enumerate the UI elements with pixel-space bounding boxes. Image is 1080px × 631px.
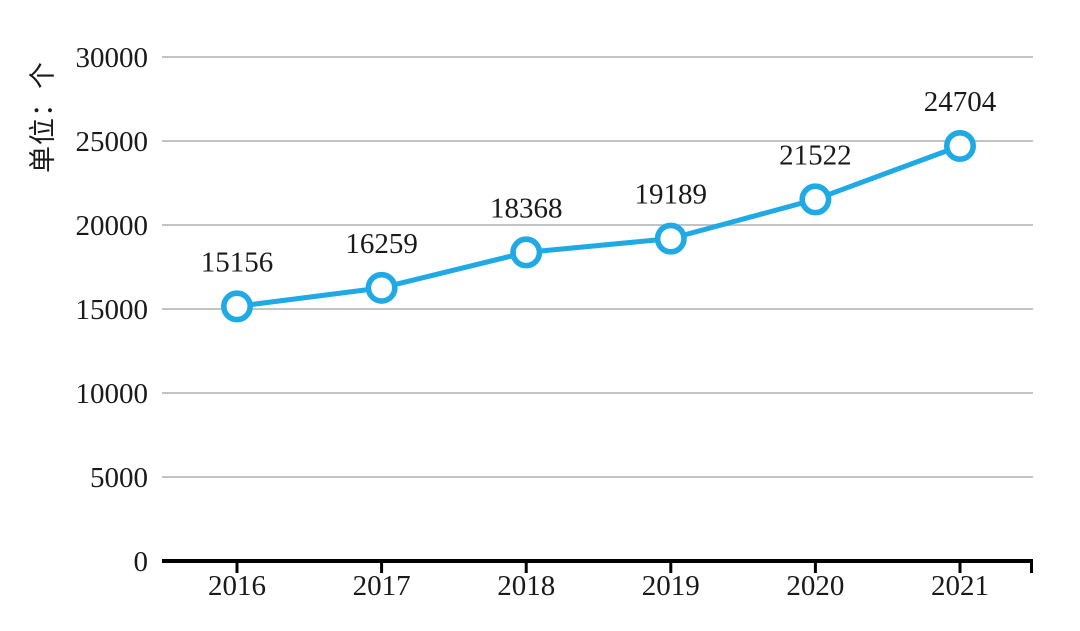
data-label: 18368 <box>490 192 563 224</box>
x-tick-label: 2019 <box>642 570 700 602</box>
x-tick-label: 2021 <box>931 570 989 602</box>
y-tick-label: 10000 <box>76 378 149 410</box>
y-tick-label: 0 <box>134 546 149 578</box>
data-point-marker <box>510 236 543 269</box>
y-tick-label: 30000 <box>76 42 149 74</box>
data-label: 16259 <box>345 228 418 260</box>
data-label: 19189 <box>635 179 708 211</box>
data-point-marker <box>943 129 976 162</box>
x-tick-label: 2016 <box>208 570 266 602</box>
data-label: 21522 <box>779 139 852 171</box>
y-axis-title: 单位：个 <box>28 61 58 173</box>
data-point-marker <box>365 271 398 304</box>
data-line <box>234 143 963 309</box>
y-tick-label: 25000 <box>76 126 149 158</box>
data-point-marker <box>799 183 832 216</box>
x-tick-label: 2020 <box>786 570 844 602</box>
data-label: 15156 <box>201 246 274 278</box>
data-point-marker <box>654 222 687 255</box>
y-tick-label: 5000 <box>90 462 148 494</box>
y-tick-label: 15000 <box>76 294 149 326</box>
y-tick-label: 20000 <box>76 210 149 242</box>
x-tick-label: 2017 <box>353 570 411 602</box>
data-label: 24704 <box>924 86 997 118</box>
x-tick-label: 2018 <box>497 570 555 602</box>
data-point-marker <box>221 290 254 323</box>
